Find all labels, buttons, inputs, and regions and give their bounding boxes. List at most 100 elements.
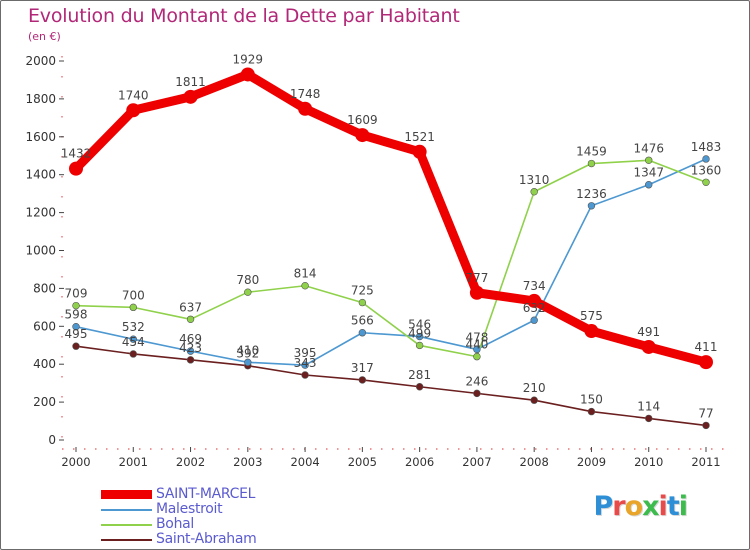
data-label: 575 [580, 309, 603, 323]
data-point [527, 293, 542, 308]
y-tick-label: 0 [48, 433, 56, 447]
data-label: 440 [465, 338, 488, 352]
legend-swatch-saint-abraham [101, 538, 152, 541]
data-point [587, 159, 596, 168]
y-tick-label: 2000 [25, 54, 56, 68]
data-label: 114 [637, 399, 660, 413]
legend-swatch-malestroit [101, 508, 152, 511]
data-point [584, 324, 599, 339]
legend: SAINT-MARCEL Malestroit Bohal Saint-Abra… [101, 487, 257, 547]
data-point [412, 144, 427, 159]
logo-letter: P [593, 491, 613, 522]
data-point [473, 352, 481, 361]
data-point [415, 332, 424, 341]
y-tick-label: 1800 [25, 92, 56, 106]
legend-swatch-bohal [101, 523, 152, 526]
data-label: 469 [179, 332, 202, 346]
logo-letter: r [612, 491, 625, 522]
data-point [641, 339, 656, 354]
data-label: 1609 [347, 113, 378, 127]
data-label: 150 [580, 393, 603, 407]
data-label: 1521 [404, 130, 435, 144]
data-label: 1811 [175, 75, 206, 89]
series-line-saint-abraham [75, 345, 707, 427]
data-point [126, 103, 141, 118]
data-point [129, 303, 137, 312]
data-point [301, 361, 309, 369]
series-points [69, 67, 713, 430]
x-tick-label: 2010 [634, 455, 663, 469]
data-label: 1310 [519, 173, 550, 187]
data-label: 566 [351, 314, 374, 328]
data-label: 317 [351, 361, 374, 375]
x-tick-label: 2009 [577, 455, 606, 469]
data-point [186, 347, 195, 355]
data-label: 1360 [691, 163, 722, 177]
data-point [702, 421, 710, 430]
data-point [298, 101, 313, 116]
x-tick-label: 2000 [61, 455, 90, 469]
logo-letter: i [678, 491, 688, 522]
data-point [186, 315, 195, 323]
x-tick-label: 2002 [176, 455, 205, 469]
logo-letter: i [658, 491, 668, 522]
data-point [240, 67, 255, 82]
data-point [702, 155, 710, 163]
x-tick-label: 2007 [462, 455, 491, 469]
data-label: 499 [408, 326, 431, 340]
data-label: 343 [294, 356, 317, 370]
data-label: 1740 [118, 88, 149, 102]
x-tick-label: 2004 [290, 455, 319, 469]
data-label: 1347 [633, 166, 664, 180]
data-label: 1476 [633, 141, 664, 155]
data-label: 1929 [233, 52, 264, 66]
legend-item-malestroit: Malestroit [101, 502, 256, 517]
data-label: 491 [637, 325, 660, 339]
series-line-malestroit [75, 158, 707, 366]
data-point [358, 376, 367, 384]
data-label: 532 [122, 320, 145, 334]
data-point [129, 335, 137, 343]
series-line-bohal [75, 159, 707, 358]
data-label: 77 [698, 406, 713, 420]
data-label: 546 [408, 318, 431, 332]
data-point [244, 358, 252, 367]
data-point [587, 407, 596, 416]
data-point [72, 342, 80, 350]
data-label: 392 [236, 347, 259, 361]
data-label: 700 [122, 288, 145, 302]
data-label: 495 [65, 327, 88, 341]
data-label: 281 [408, 368, 431, 382]
data-label: 734 [523, 279, 546, 293]
data-point [186, 356, 195, 364]
logo-letter: x [642, 491, 659, 522]
data-label: 454 [122, 335, 145, 349]
data-label: 777 [465, 271, 488, 285]
y-tick-label: 1000 [25, 244, 56, 258]
data-point [415, 383, 424, 391]
x-tick-label: 2003 [233, 455, 262, 469]
legend-swatch-saint-marcel [101, 490, 152, 499]
data-label: 395 [294, 346, 317, 360]
data-label: 478 [465, 330, 488, 344]
y-tick-label: 1200 [25, 206, 56, 220]
legend-label: Malestroit [156, 501, 223, 517]
data-point [72, 301, 80, 310]
data-label: 1432 [61, 147, 92, 161]
chart-title: Evolution du Montant de la Dette par Hab… [28, 5, 460, 27]
data-labels: 1432 1740 1811 1929 1748 1609 1521 777 734 575 491… [61, 52, 722, 420]
data-point [645, 181, 653, 189]
data-point [530, 396, 538, 404]
legend-item-saint-marcel: SAINT-MARCEL [101, 487, 256, 502]
legend-label: Bohal [156, 516, 195, 532]
data-point [702, 178, 710, 186]
legend-item-saint-abraham: Saint-Abraham [101, 532, 257, 547]
data-label: 632 [523, 301, 546, 315]
data-label: 598 [65, 308, 88, 322]
data-label: 814 [294, 267, 317, 281]
y-tick-label: 600 [33, 319, 56, 333]
x-tick-label: 2011 [691, 455, 720, 469]
data-label: 780 [236, 273, 259, 287]
